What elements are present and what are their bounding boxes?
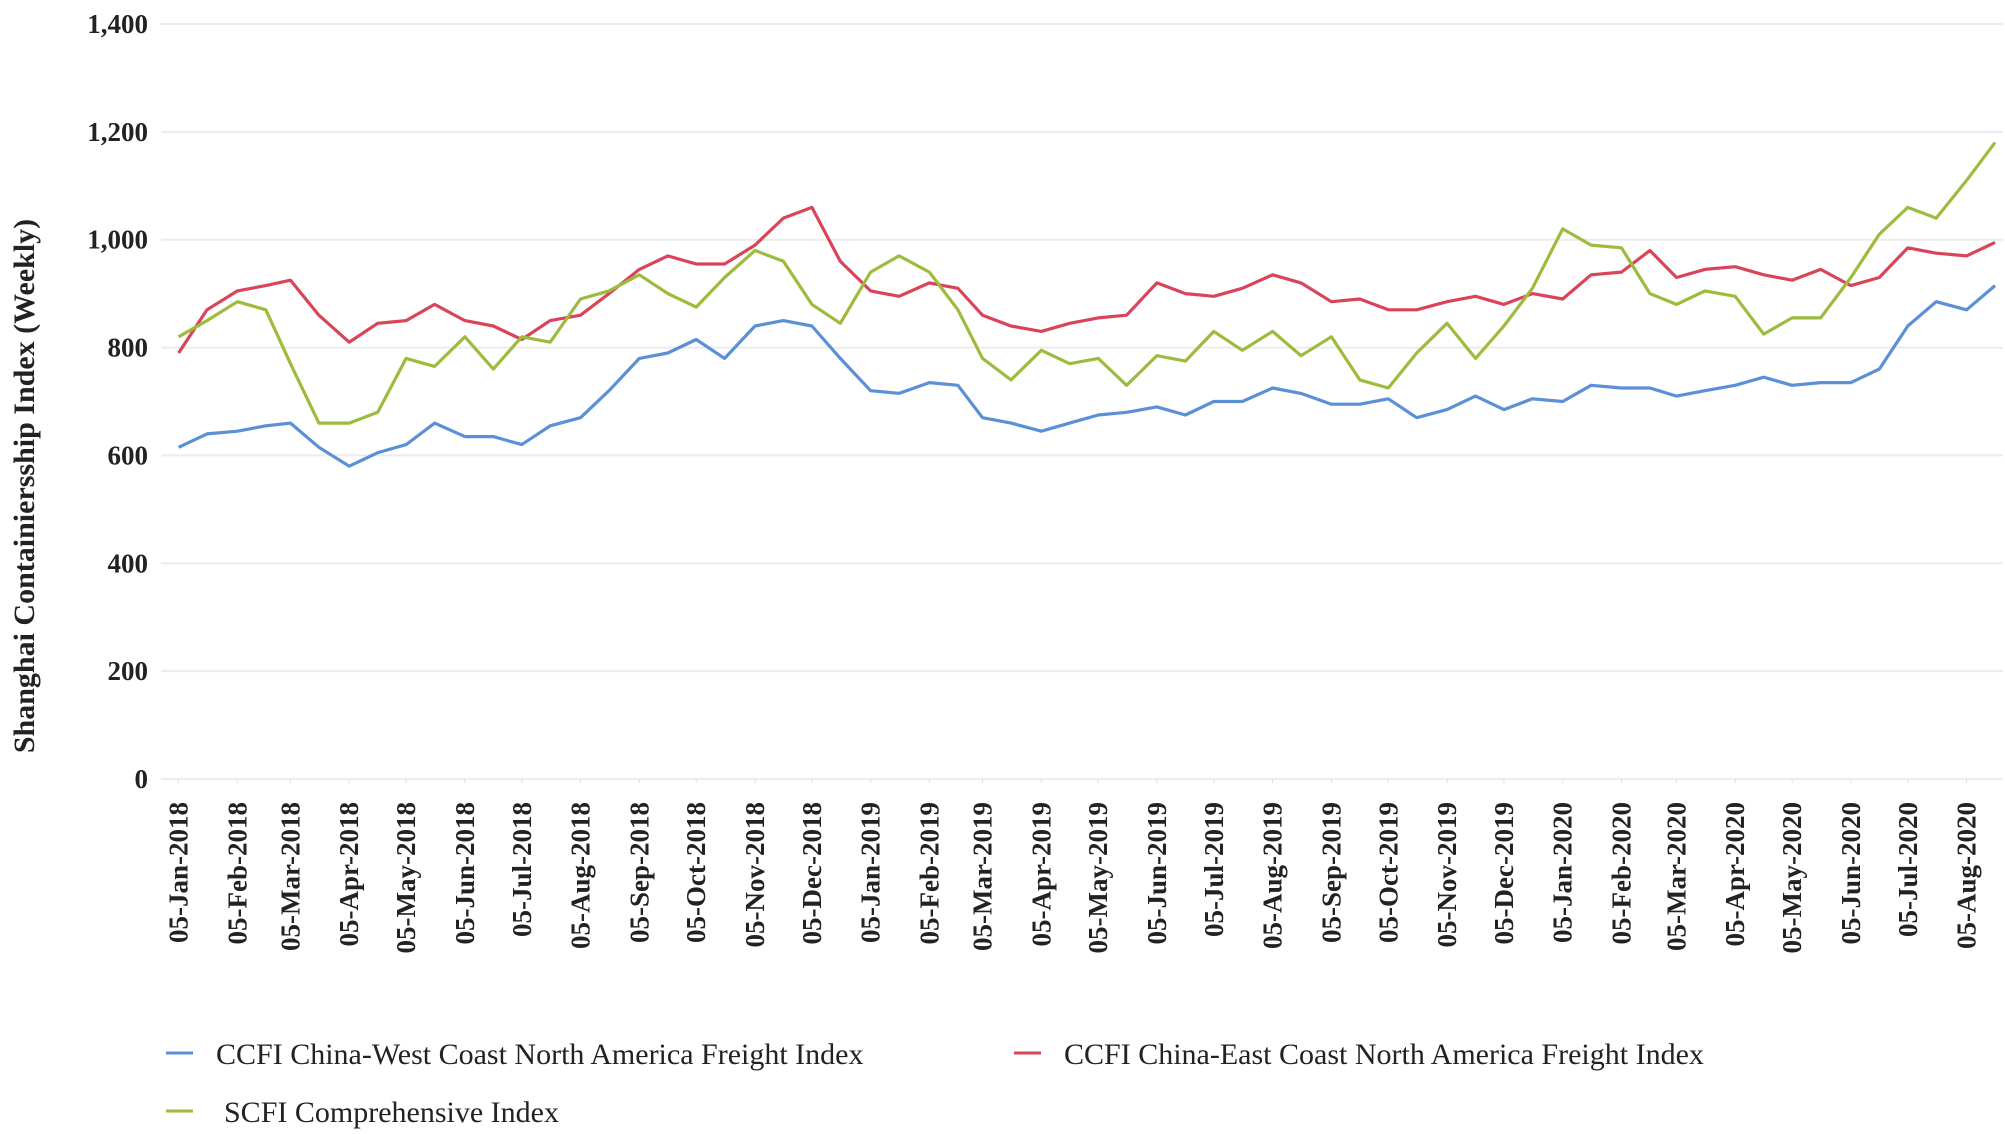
x-tick-label: 05-Aug-2018: [566, 802, 596, 949]
x-tick-label: 05-Sep-2018: [624, 802, 654, 943]
x-tick-label: 05-Mar-2018: [275, 802, 305, 951]
series-line: [177, 284, 1997, 468]
legend-label: CCFI China-West Coast North America Frei…: [216, 1038, 864, 1071]
x-tick-label: 05-Jun-2020: [1836, 802, 1866, 945]
x-tick-label: 05-Jan-2019: [856, 802, 886, 943]
x-tick-label: 05-Feb-2020: [1606, 802, 1636, 944]
y-axis-label: Shanghai Containiersship Index (Weekly): [8, 219, 41, 753]
series-line: [177, 141, 1997, 425]
legend-label: SCFI Comprehensive Index: [224, 1096, 559, 1129]
x-tick-label: 05-Jun-2018: [450, 802, 480, 945]
y-tick-label: 200: [108, 656, 149, 686]
y-tick-label: 400: [108, 548, 149, 578]
x-tick-label: 05-Nov-2018: [740, 802, 770, 947]
x-tick-label: 05-Apr-2018: [334, 802, 364, 946]
y-tick-label: 1,000: [87, 225, 148, 255]
x-tick-label: 05-Apr-2019: [1026, 802, 1056, 946]
x-tick-label: 05-Feb-2018: [222, 802, 252, 944]
x-tick-label: 05-Dec-2018: [797, 802, 827, 944]
x-tick-label: 05-May-2018: [391, 802, 421, 953]
y-tick-label: 0: [135, 764, 149, 794]
x-tick-label: 05-Jun-2019: [1142, 802, 1172, 945]
x-tick-label: 05-Jul-2020: [1893, 802, 1923, 937]
x-tick-label: 05-Jul-2018: [507, 802, 537, 937]
x-tick-label: 05-Nov-2019: [1432, 802, 1462, 947]
x-tick-label: 05-Feb-2019: [914, 802, 944, 944]
x-tick-label: 05-Jan-2020: [1548, 802, 1578, 943]
x-tick-label: 05-Aug-2019: [1258, 802, 1288, 949]
x-tick-label: 05-Mar-2019: [968, 802, 998, 951]
y-tick-label: 1,400: [87, 9, 148, 39]
x-tick-label: 05-Apr-2020: [1720, 802, 1750, 946]
legend-label: CCFI China-East Coast North America Frei…: [1064, 1038, 1704, 1071]
y-tick-label: 1,200: [87, 117, 148, 147]
x-tick-label: 05-Oct-2018: [681, 802, 711, 943]
x-tick-label: 05-May-2019: [1083, 802, 1113, 953]
x-tick-label: 05-Oct-2019: [1373, 802, 1403, 943]
x-tick-label: 05-Mar-2020: [1661, 802, 1691, 951]
y-tick-label: 600: [108, 440, 149, 470]
x-tick-label: 05-Sep-2019: [1316, 802, 1346, 943]
x-tick-label: 05-Jul-2019: [1199, 802, 1229, 937]
y-tick-label: 800: [108, 333, 149, 363]
x-tick-label: 05-May-2020: [1777, 802, 1807, 953]
x-tick-label: 05-Jan-2018: [164, 802, 194, 943]
series-line: [177, 205, 1996, 354]
x-tick-label: 05-Aug-2020: [1952, 802, 1982, 949]
x-tick-label: 05-Dec-2019: [1489, 802, 1519, 944]
